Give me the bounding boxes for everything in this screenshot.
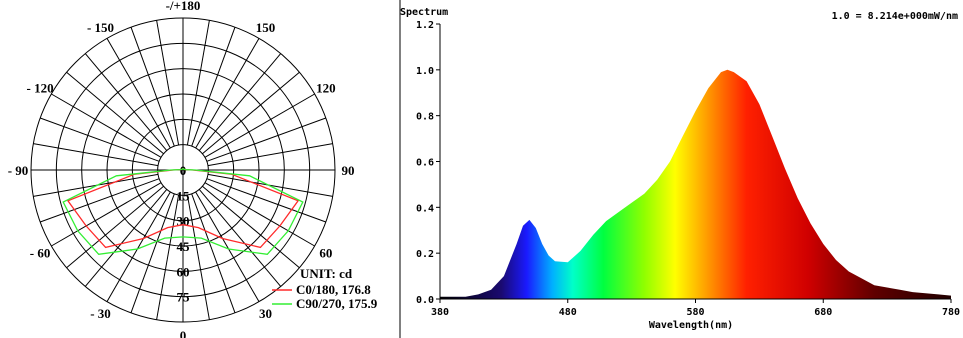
polar-grid <box>30 17 336 323</box>
polar-spoke <box>204 182 315 247</box>
polar-candela-chart: 0 15 30 45 60 75 -/+180 150 - 150 120 - 120 90 - 90… <box>8 0 378 338</box>
polar-spoke <box>156 20 180 146</box>
polar-spoke <box>130 193 175 314</box>
spectrum-x-ticks: 380 480 580 680 780 <box>431 299 960 318</box>
polar-spoke <box>186 20 210 146</box>
spectrum-area <box>440 69 951 299</box>
y-tick-label: 1.2 <box>416 20 434 31</box>
polar-spoke <box>198 189 282 287</box>
polar-spoke <box>51 93 162 158</box>
polar-spoke <box>84 53 168 151</box>
y-tick-label: 0.4 <box>416 203 434 214</box>
polar-spoke <box>66 185 164 269</box>
polar-spoke <box>202 185 300 269</box>
polar-spoke <box>66 71 164 155</box>
polar-spoke <box>191 26 236 147</box>
y-tick-label: 0.0 <box>416 295 434 306</box>
polar-spoke <box>207 143 333 167</box>
x-tick-label: 480 <box>559 307 577 318</box>
legend-entry: C90/270, 175.9 <box>296 296 378 311</box>
polar-angle-label: 0 <box>180 328 187 338</box>
polar-angle-label: - 60 <box>30 246 51 261</box>
polar-spoke <box>195 38 260 149</box>
x-tick-label: 680 <box>814 307 832 318</box>
x-tick-label: 780 <box>942 307 960 318</box>
x-tick-label: 580 <box>686 307 704 318</box>
polar-spoke <box>195 191 260 302</box>
spectrum-title: Spectrum <box>400 7 448 18</box>
polar-spoke <box>130 26 175 147</box>
polar-spoke <box>206 117 327 162</box>
polar-angle-label: 120 <box>316 81 336 96</box>
polar-spoke <box>206 178 327 223</box>
polar-spoke <box>84 189 168 287</box>
polar-spoke <box>202 71 300 155</box>
polar-spoke <box>39 178 160 223</box>
polar-ring-label: 0 <box>180 163 187 178</box>
polar-spoke <box>51 182 162 247</box>
polar-ring-label: 30 <box>177 214 190 229</box>
polar-angle-label: - 120 <box>27 81 54 96</box>
polar-spoke <box>191 193 236 314</box>
polar-angle-label: 90 <box>342 163 355 178</box>
spectrum-y-ticks: 0.0 0.2 0.4 0.6 0.8 1.0 1.2 <box>416 20 440 306</box>
spectrum-chart: Spectrum 1.0 = 8.214e+000mW/nm 0.0 0.2 0.4… <box>399 0 960 338</box>
polar-angle-label: - 90 <box>8 163 29 178</box>
polar-angle-label: - 30 <box>90 306 111 321</box>
polar-spoke <box>186 194 210 320</box>
polar-spoke <box>39 117 160 162</box>
polar-ring-label: 60 <box>177 264 190 279</box>
y-tick-label: 0.8 <box>416 112 434 123</box>
polar-ring-label: 75 <box>177 290 191 305</box>
legend-entry: C0/180, 176.8 <box>296 282 371 297</box>
polar-spoke <box>33 143 159 167</box>
polar-angle-label: 60 <box>319 246 332 261</box>
polar-spoke <box>156 194 180 320</box>
unit-label: UNIT: cd <box>300 266 353 281</box>
polar-series-c90-270 <box>62 168 304 255</box>
polar-angle-label: -/+180 <box>166 0 201 13</box>
spectrum-x-label: Wavelength(nm) <box>649 320 733 331</box>
polar-spoke <box>106 38 171 149</box>
polar-spoke <box>204 93 315 158</box>
spectrum-scale-annotation: 1.0 = 8.214e+000mW/nm <box>832 11 958 22</box>
polar-angle-label: - 150 <box>87 20 114 35</box>
polar-spoke <box>198 53 282 151</box>
polar-ring-label: 45 <box>177 239 191 254</box>
y-tick-label: 1.0 <box>416 66 434 77</box>
polar-series <box>62 168 304 255</box>
polar-angle-label: 30 <box>259 306 272 321</box>
y-tick-label: 0.6 <box>416 158 434 169</box>
polar-ring-label: 15 <box>177 188 191 203</box>
x-tick-label: 380 <box>431 307 449 318</box>
polar-angle-label: 150 <box>256 20 276 35</box>
polar-spoke <box>106 191 171 302</box>
y-tick-label: 0.2 <box>416 249 434 260</box>
